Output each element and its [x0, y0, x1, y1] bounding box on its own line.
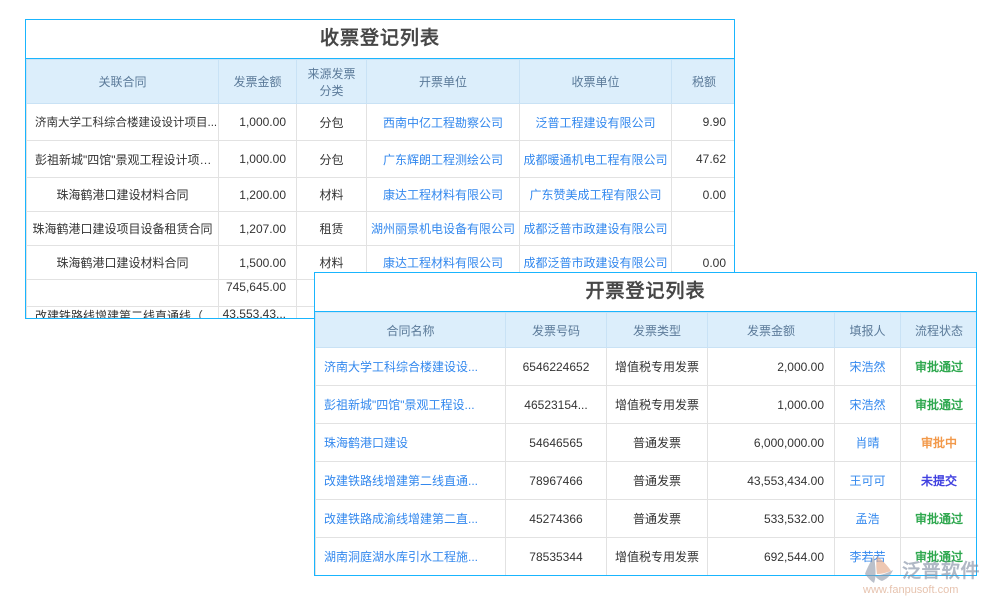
- svg-text:www.fanpusoft.com: www.fanpusoft.com: [862, 584, 958, 596]
